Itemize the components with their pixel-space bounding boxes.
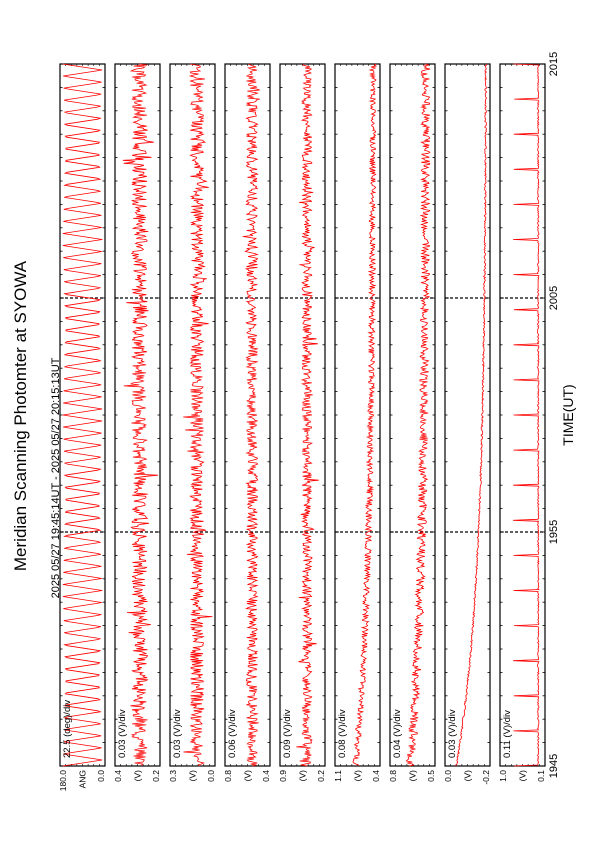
y-max-label: 0.9 [278, 770, 288, 782]
time-tick-label: 2005 [548, 286, 560, 310]
panel-frame [444, 63, 491, 767]
y-min-label: 0.2 [316, 770, 326, 782]
data-trace [513, 63, 540, 767]
panel-1: 22.5 (deg)/div 180.0 ANG 0.0 [58, 63, 106, 792]
y-axis-label: (V) [353, 770, 363, 782]
panel-5: 0.09 (V)/div 0.9 (V) 0.2 [278, 63, 326, 782]
y-axis-label: (V) [298, 770, 308, 782]
chart-title: Meridian Scanning Photomter at SYOWA [11, 260, 30, 571]
y-max-label: 0.8 [388, 770, 398, 782]
panel-9: 0.11 (V)/div 1.0 (V) 0.1 [498, 63, 546, 782]
panel-frame [389, 63, 436, 767]
y-axis-label: (V) [408, 770, 418, 782]
time-tick-label: 1945 [548, 754, 560, 778]
time-tick-label: 1955 [548, 520, 560, 544]
y-min-label: 0.4 [261, 770, 271, 782]
y-min-label: 0.1 [536, 770, 546, 782]
y-min-label: 0.4 [371, 770, 381, 782]
panel-2: 0.03 (V)/div 0.4 (V) 0.2 [113, 63, 161, 782]
scale-label: 0.03 (V)/div [117, 709, 128, 758]
panels-group: 22.5 (deg)/div 180.0 ANG 0.0 0.03 (V)/div 0.4… [58, 52, 560, 792]
y-min-label: 0.0 [96, 770, 106, 782]
scale-label: 0.09 (V)/div [282, 709, 293, 758]
time-range-label: 2025 05/27 19:45:14UT - 2025 05/27 20:15… [50, 357, 62, 598]
x-axis-label: TIME(UT) [560, 384, 576, 445]
data-trace [242, 63, 260, 767]
panel-3: 0.03 (V)/div 0.3 (V) 0.0 [168, 63, 216, 782]
scale-label: 0.03 (V)/div [172, 709, 183, 758]
y-max-label: 1.1 [333, 770, 343, 782]
panel-4: 0.06 (V)/div 0.8 (V) 0.4 [223, 63, 271, 782]
y-axis-label: (V) [243, 770, 253, 782]
y-axis-label: (V) [463, 770, 473, 782]
data-trace [352, 63, 378, 767]
y-min-label: 0.5 [426, 770, 436, 782]
y-axis-label: (V) [133, 770, 143, 782]
data-trace [183, 63, 213, 767]
time-tick-label: 2015 [548, 52, 560, 76]
data-trace [296, 63, 319, 767]
data-trace [455, 63, 488, 767]
y-max-label: 0.3 [168, 770, 178, 782]
y-max-label: 0.0 [443, 770, 453, 782]
scale-label: 0.03 (V)/div [447, 709, 458, 758]
panel-6: 0.08 (V)/div 1.1 (V) 0.4 [333, 63, 381, 782]
y-max-label: 180.0 [58, 770, 68, 792]
y-max-label: 0.8 [223, 770, 233, 782]
data-trace [122, 63, 159, 767]
scale-label: 0.04 (V)/div [392, 709, 403, 758]
panel-frame [224, 63, 271, 767]
panel-7: 0.04 (V)/div 0.8 (V) 0.5 [388, 63, 436, 782]
scale-label: 0.08 (V)/div [337, 709, 348, 758]
scale-label: 0.11 (V)/div [502, 710, 513, 758]
y-axis-label: ANG [78, 770, 88, 788]
y-min-label: 0.2 [151, 770, 161, 782]
scale-label: 0.06 (V)/div [227, 709, 238, 758]
y-max-label: 0.4 [113, 770, 123, 782]
y-min-label: 0.0 [206, 770, 216, 782]
y-axis-label: (V) [518, 770, 528, 782]
panel-8: 0.03 (V)/div 0.0 (V) -0.2 [443, 63, 491, 785]
panel-frame [59, 63, 106, 767]
scale-label: 22.5 (deg)/div [62, 700, 73, 758]
y-min-label: -0.2 [481, 770, 491, 785]
data-trace [405, 63, 431, 767]
data-trace [62, 63, 103, 767]
y-max-label: 1.0 [498, 770, 508, 782]
y-axis-label: (V) [188, 770, 198, 782]
